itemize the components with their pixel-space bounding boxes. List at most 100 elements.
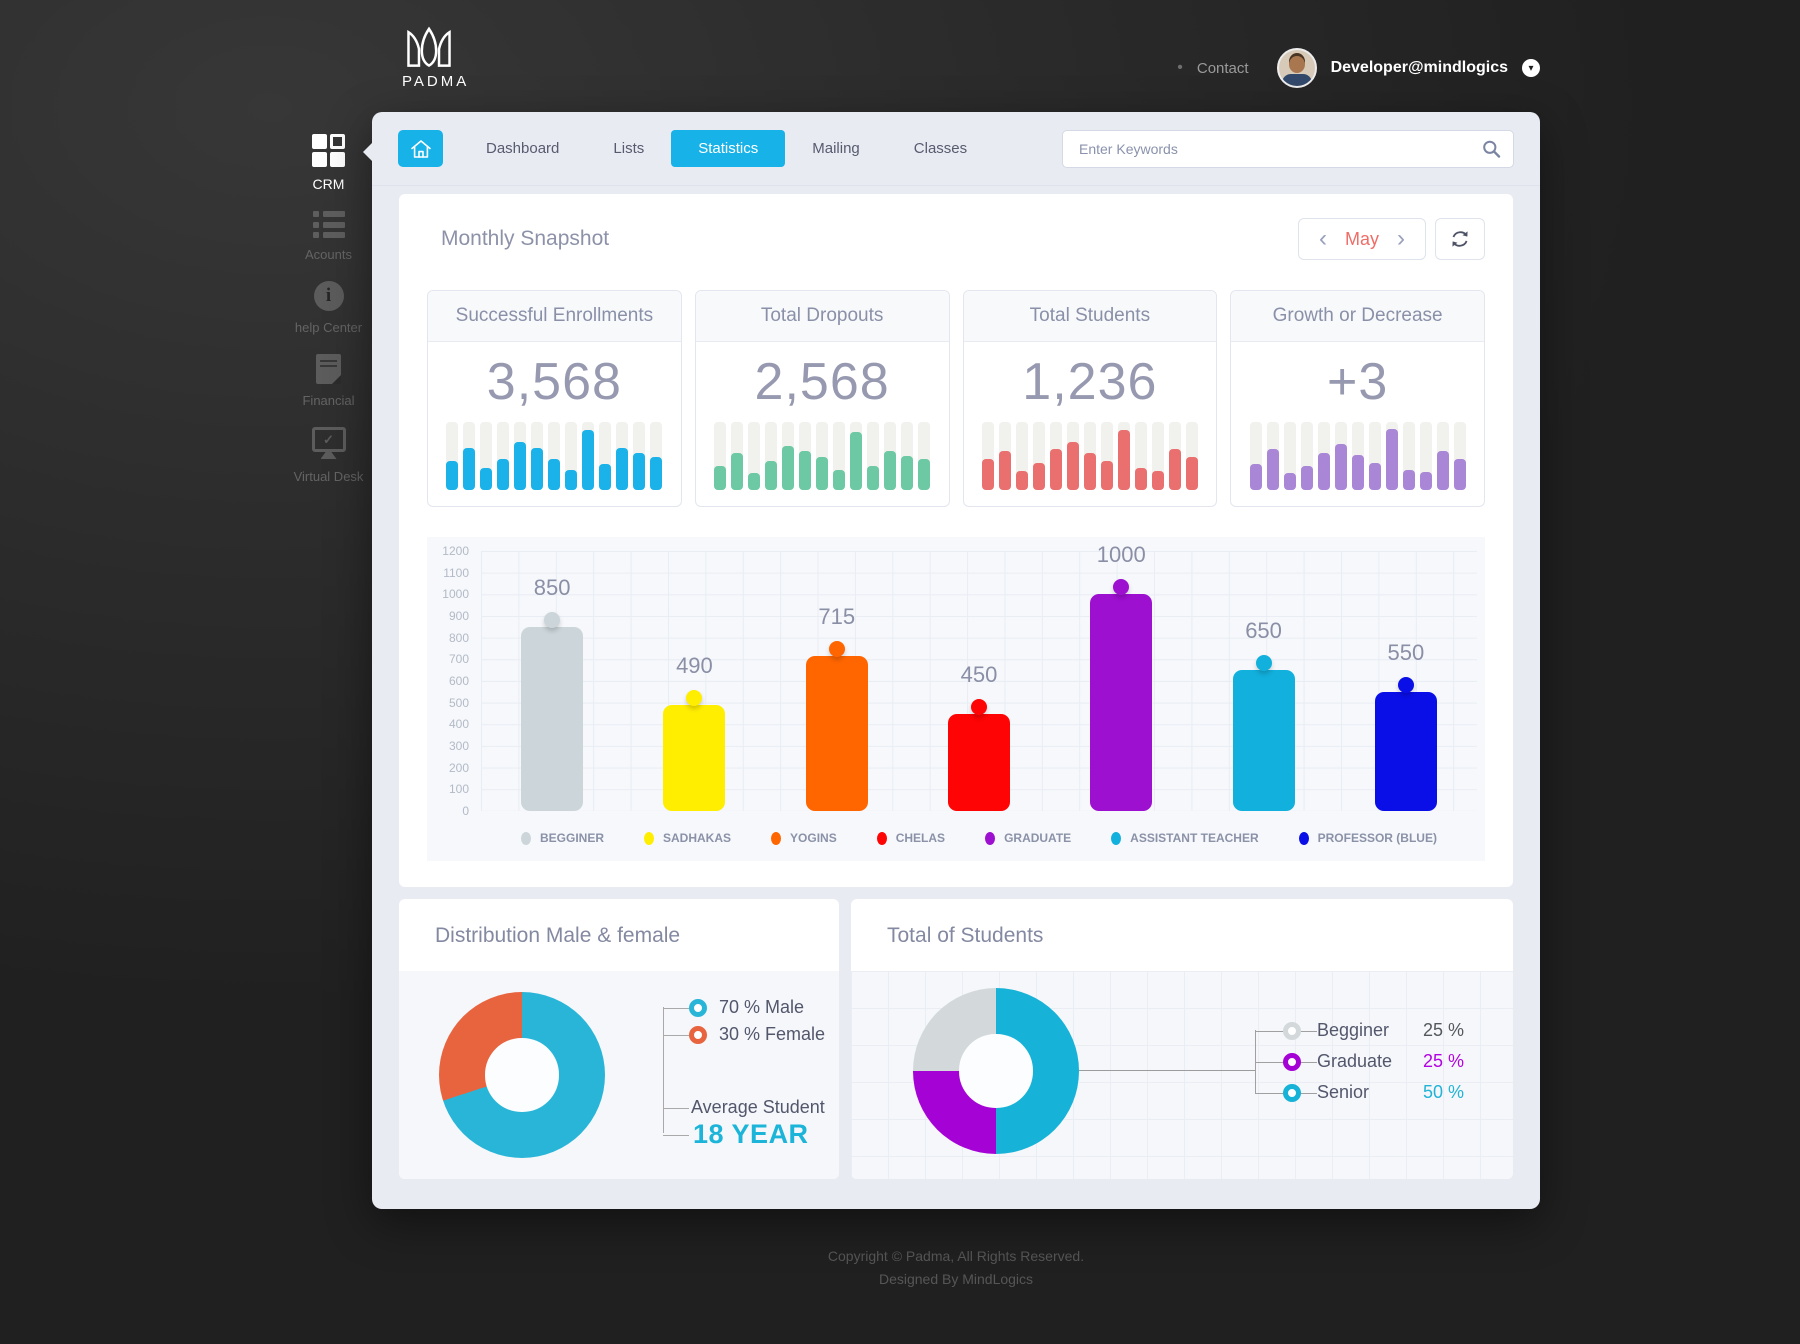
refresh-icon <box>1452 231 1468 247</box>
search-input[interactable] <box>1062 129 1514 168</box>
brand-name: PADMA <box>402 73 470 90</box>
tab-classes[interactable]: Classes <box>913 140 968 157</box>
lotus-logo-icon <box>407 26 451 68</box>
sidebar-item-virtual-desk[interactable]: ✓ Virtual Desk <box>285 427 372 484</box>
sparkline-chart <box>696 422 949 490</box>
bar-value-label: 450 <box>960 661 998 687</box>
sparkline-chart <box>964 422 1217 490</box>
y-tick-label: 1100 <box>443 565 469 580</box>
designer-line: Designed By MindLogics <box>878 1271 1034 1288</box>
search-icon[interactable] <box>1482 139 1501 158</box>
spark-bar <box>998 422 1011 490</box>
y-tick-label: 800 <box>448 630 469 645</box>
content-card: Dashboard Lists Statistics Mailing Class… <box>363 112 1540 1209</box>
spark-bar <box>748 422 761 490</box>
legend-item-senior: Senior 50 % <box>1254 1077 1465 1108</box>
bar-marker-icon <box>828 641 845 658</box>
legend-item-female: 30 % Female <box>662 1021 825 1048</box>
stat-card-title: Total Dropouts <box>695 291 949 342</box>
sidebar-item-financial[interactable]: Financial <box>285 354 372 408</box>
search-box <box>1062 129 1514 168</box>
spark-bar <box>1249 422 1262 490</box>
chart-bar: 1000 <box>1090 542 1153 811</box>
legend-item-male: 70 % Male <box>662 994 825 1021</box>
legend-value: 25 % <box>1423 1020 1465 1040</box>
prev-month-button[interactable]: ‹ <box>1319 225 1327 252</box>
spark-bar <box>981 422 994 490</box>
tab-mailing[interactable]: Mailing <box>812 140 860 157</box>
stat-card-growth: Growth or Decrease +3 <box>1230 290 1485 507</box>
stat-card-title: Total Students <box>963 291 1217 342</box>
spark-bar <box>616 422 629 490</box>
refresh-button[interactable] <box>1435 218 1485 260</box>
chart-legend-item: GRADUATE <box>985 831 1071 845</box>
sidebar-item-label: Financial <box>302 393 355 408</box>
spark-bar <box>531 422 544 490</box>
chart-legend-item: SADHAKAS <box>644 831 731 845</box>
sidebar-item-crm[interactable]: CRM <box>285 134 372 192</box>
sidebar-item-label: help Center <box>294 320 363 335</box>
legend-dot-icon <box>644 831 655 845</box>
bar-value-label: 550 <box>1387 639 1425 665</box>
y-tick-label: 600 <box>448 674 469 688</box>
bar-value-label: 715 <box>818 604 856 630</box>
home-button[interactable] <box>398 130 443 167</box>
spark-bar <box>599 422 612 490</box>
chart-legend-item: PROFESSOR (BLUE) <box>1298 831 1437 845</box>
chart-bar: 550 <box>1374 640 1437 811</box>
stat-card-dropouts: Total Dropouts 2,568 <box>694 290 950 507</box>
sidebar-item-help-center[interactable]: i help Center <box>285 281 372 335</box>
chart-plot: 850 490 715 450 1000 650 550 <box>481 542 1477 811</box>
tab-statistics[interactable]: Statistics <box>671 130 786 167</box>
contact-link[interactable]: Contact <box>1196 59 1249 77</box>
stat-card-students: Total Students 1,236 <box>962 290 1218 507</box>
y-tick-label: 400 <box>448 717 469 732</box>
spark-bar <box>1266 422 1279 490</box>
spark-bar <box>833 422 846 490</box>
bar-slot-sadhakas: 490 <box>623 551 765 811</box>
chart-legend-item: BEGGINER <box>521 831 604 845</box>
spark-bar <box>514 422 527 490</box>
y-tick-label: 1200 <box>442 544 469 558</box>
legend-item-begginer: Begginer 25 % <box>1254 1015 1465 1046</box>
user-menu-caret-icon[interactable]: ▾ <box>1522 59 1540 77</box>
y-tick-label: 100 <box>448 782 469 797</box>
gender-distribution-panel: Distribution Male & female 70 % Male 30 … <box>399 899 839 1179</box>
bottom-panels-row: Distribution Male & female 70 % Male 30 … <box>399 899 1513 1179</box>
user-email[interactable]: Developer@mindlogics <box>1330 59 1508 76</box>
y-tick-label: 300 <box>448 739 469 753</box>
user-avatar[interactable] <box>1276 48 1317 88</box>
legend-dot-icon <box>1111 831 1122 845</box>
next-month-button[interactable]: › <box>1397 225 1405 252</box>
legend-item-graduate: Graduate 25 % <box>1254 1046 1464 1077</box>
tab-dashboard[interactable]: Dashboard <box>486 140 560 157</box>
spark-bar <box>1049 422 1062 490</box>
average-student-block: Average Student 18 YEAR <box>662 1094 825 1149</box>
stat-card-title: Successful Enrollments <box>428 291 681 342</box>
bullet-separator: • <box>1177 59 1183 76</box>
sidebar-item-label: CRM <box>312 176 345 192</box>
chart-legend-item: CHELAS <box>876 831 945 845</box>
spark-bar <box>1151 422 1164 490</box>
male-marker-icon <box>689 998 707 1017</box>
senior-marker-icon <box>1283 1083 1301 1102</box>
bar-marker-icon <box>544 611 561 628</box>
bar-marker-icon <box>1397 676 1414 693</box>
list-icon <box>312 211 345 238</box>
bar-slot-assistant-teacher: 650 <box>1192 551 1334 811</box>
sidebar-item-acounts[interactable]: Acounts <box>285 211 372 262</box>
spark-bar <box>816 422 829 490</box>
spark-bar <box>1117 422 1130 490</box>
legend-dot-icon <box>1298 831 1309 845</box>
legend-label: Begginer <box>1317 1020 1390 1040</box>
spark-bar <box>633 422 646 490</box>
stat-card-enrollments: Successful Enrollments 3,568 <box>427 290 682 507</box>
legend-value: 50 % <box>1423 1082 1465 1102</box>
copyright-line: Copyright © Padma, All Rights Reserved. <box>827 1248 1085 1264</box>
begginer-marker-icon <box>1283 1021 1301 1040</box>
chart-legend: BEGGINER SADHAKAS YOGINS CHELAS GRADUATE ASSI… <box>435 811 1477 855</box>
tab-lists[interactable]: Lists <box>613 140 645 157</box>
bar-slot-chelas: 450 <box>908 551 1050 811</box>
spark-bar <box>901 422 914 490</box>
average-student-row: Average Student <box>662 1094 825 1121</box>
